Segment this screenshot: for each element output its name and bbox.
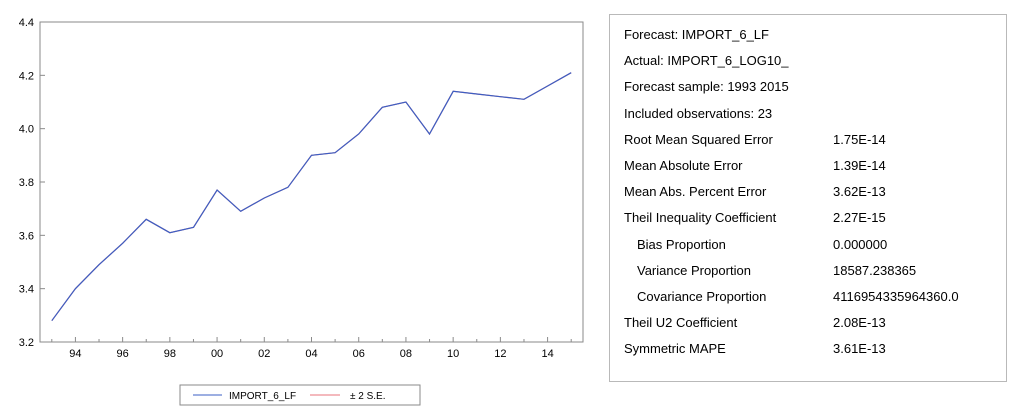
x-tick-label: 08 <box>400 348 412 360</box>
stats-row: Variance Proportion 18587.238365 <box>624 260 1004 282</box>
stats-value: 3.62E-13 <box>833 184 886 200</box>
stats-value: 1.75E-14 <box>833 131 886 147</box>
stats-value: 18587.238365 <box>833 262 917 278</box>
stats-row: Mean Abs. Percent Error 3.62E-13 <box>624 181 1004 203</box>
stats-value: 4116954335964360.0 <box>833 289 959 304</box>
stats-label: Mean Absolute Error <box>624 158 743 173</box>
stats-label: Root Mean Squared Error <box>624 131 773 147</box>
stats-label: Forecast sample: 1993 2015 <box>624 79 789 95</box>
legend-label-forecast: IMPORT_6_LF <box>229 391 296 402</box>
x-tick-label: 04 <box>305 348 317 360</box>
stats-label: Theil Inequality Coefficient <box>624 210 777 226</box>
series-lines <box>51 72 572 322</box>
stats-label: Included observations: 23 <box>624 105 773 121</box>
legend-box <box>179 384 421 406</box>
stats-row: Included observations: 23 <box>624 103 1004 125</box>
series-line-0 <box>51 72 572 322</box>
x-tick-label: 00 <box>211 348 223 360</box>
stats-row: Mean Absolute Error 1.39E-14 <box>624 155 1004 177</box>
x-tick-label: 12 <box>494 348 506 360</box>
stats-row: Symmetric MAPE 3.61E-13 <box>624 338 1004 360</box>
x-tick-label: 14 <box>541 348 553 360</box>
y-axis: 3.2 3.4 3.6 3.8 4.0 4.2 4.4 <box>19 17 45 349</box>
x-tick-label: 98 <box>164 348 176 360</box>
x-tick-label: 94 <box>69 348 81 360</box>
y-tick-label: 3.8 <box>19 177 34 189</box>
legend-label-se-band: ± 2 S.E. <box>350 391 386 402</box>
stats-row: Root Mean Squared Error 1.75E-14 <box>624 129 1004 151</box>
stats-label: Bias Proportion <box>637 236 726 252</box>
stats-value: 1.39E-14 <box>833 158 886 173</box>
stats-label: Symmetric MAPE <box>624 341 726 357</box>
legend: IMPORT_6_LF ± 2 S.E. <box>179 384 421 406</box>
forecast-chart: 3.2 3.4 3.6 3.8 4.0 4.2 4.4 94 96 98 00 02 04 06 08 10… <box>19 17 584 406</box>
x-tick-label: 96 <box>117 348 129 360</box>
y-tick-label: 3.6 <box>19 230 34 242</box>
stats-label: Mean Abs. Percent Error <box>624 184 767 200</box>
y-tick-label: 3.2 <box>19 337 34 349</box>
stats-row: Covariance Proportion 4116954335964360.0 <box>624 286 1004 308</box>
stats-label: Covariance Proportion <box>637 289 767 304</box>
x-tick-label: 10 <box>447 348 459 360</box>
x-axis: 94 96 98 00 02 04 06 08 10 12 14 <box>51 337 572 360</box>
stats-value: 0.000000 <box>833 236 888 252</box>
stats-row: Bias Proportion 0.000000 <box>624 234 1004 256</box>
y-tick-label: 4.4 <box>19 17 34 29</box>
stats-row: Theil U2 Coefficient 2.08E-13 <box>624 312 1004 334</box>
forecast-evaluation-table: Forecast: IMPORT_6_LF Actual: IMPORT_6_LO… <box>609 14 1007 382</box>
stats-label: Theil U2 Coefficient <box>624 315 738 331</box>
stats-value: 2.08E-13 <box>833 315 886 331</box>
x-tick-label: 02 <box>258 348 270 360</box>
stats-row: Forecast: IMPORT_6_LF <box>624 24 1004 46</box>
stats-value: 3.61E-13 <box>833 341 886 357</box>
stats-value: 2.27E-15 <box>833 210 886 226</box>
y-tick-label: 3.4 <box>19 284 34 296</box>
stats-row: Actual: IMPORT_6_LOG10_ <box>624 50 1004 72</box>
y-tick-label: 4.0 <box>19 124 34 136</box>
stats-row: Forecast sample: 1993 2015 <box>624 76 1004 98</box>
stats-label: Actual: IMPORT_6_LOG10_ <box>624 53 789 69</box>
stats-label: Variance Proportion <box>637 262 751 278</box>
x-tick-label: 06 <box>353 348 365 360</box>
stats-label: Forecast: IMPORT_6_LF <box>624 27 769 42</box>
plot-area <box>39 21 584 343</box>
stats-row: Theil Inequality Coefficient 2.27E-15 <box>624 207 1004 229</box>
y-tick-label: 4.2 <box>19 70 34 82</box>
